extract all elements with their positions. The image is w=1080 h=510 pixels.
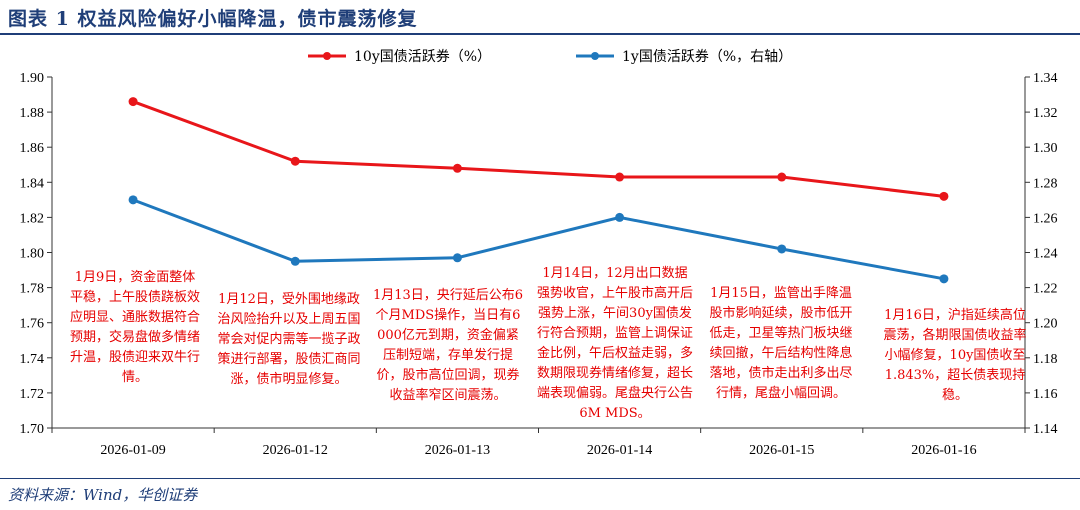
y-tick-label-right: 1.20 [1033,317,1058,332]
annotation-text: 1月15日，监管出手降温股市影响延续，股市低开低走，卫星等热门板块继续回撤，午后… [709,286,853,401]
y-tick-label-right: 1.30 [1033,141,1058,156]
y-tick-label-left: 1.84 [20,176,45,191]
y-tick-label-left: 1.76 [20,317,45,332]
y-tick-label-right: 1.34 [1033,71,1058,86]
page-title: 图表 1 权益风险偏好小幅降温，债市震荡修复 [8,8,418,30]
x-tick-label: 2026-01-09 [100,443,165,458]
data-point [939,274,949,284]
chart-series [128,97,949,284]
annotation-text: 1月14日，12月出口数据强势收官，上午股市高开后强势上涨，午间30y国债发行符… [536,266,693,421]
y-tick-label-right: 1.24 [1033,247,1058,262]
series-line [132,198,945,281]
legend-label: 10y国债活跃券（%） [354,49,491,65]
y-tick-label-left: 1.78 [20,282,45,297]
y-tick-label-left: 1.72 [20,387,45,402]
legend-label: 1y国债活跃券（%，右轴） [622,49,792,65]
x-tick-label: 2026-01-14 [587,443,652,458]
x-tick-label: 2026-01-16 [911,443,976,458]
y-tick-label-right: 1.28 [1033,176,1058,191]
footer-divider [0,478,1080,479]
annotation-text: 1月16日，沪指延续高位震荡，各期限国债收益率小幅修复，10y国债收至1.843… [883,308,1027,403]
y-tick-label-left: 1.80 [20,247,45,262]
x-tick-label: 2026-01-12 [263,443,328,458]
y-tick-label-left: 1.90 [20,71,45,86]
y-tick-label-right: 1.18 [1033,352,1058,367]
chart-legend: 10y国债活跃券（%） 1y国债活跃券（%，右轴） [308,49,792,65]
data-point [939,191,949,201]
data-point [777,172,787,182]
data-point [452,253,462,263]
y-tick-label-left: 1.88 [20,106,45,121]
annotation-text: 1月9日，资金面整体平稳，上午股债跷板效应明显、通胀数据符合预期，交易盘做多情绪… [70,270,201,385]
y-tick-label-right: 1.14 [1033,422,1058,437]
y-tick-label-left: 1.86 [20,141,45,156]
data-point [128,195,138,205]
x-tick-label: 2026-01-13 [425,443,490,458]
series-line [132,100,945,198]
data-point [615,212,625,222]
legend-swatch-marker [591,52,599,60]
title-divider [0,33,1080,35]
line-chart: 1.90 1.88 1.86 1.84 1.82 1.80 1.78 1.76 1.74 1.72… [20,49,1058,458]
y-tick-label-right: 1.32 [1033,106,1058,121]
y-tick-label-left: 1.82 [20,211,45,226]
chart-axes: 1.90 1.88 1.86 1.84 1.82 1.80 1.78 1.76 1.74 1.72… [20,71,1058,458]
data-point [290,156,300,166]
data-point [615,172,625,182]
annotation-text: 1月13日，央行延后公布6个月MDS操作，当日有6000亿元到期，资金偏紧压制短… [372,288,524,403]
data-point [452,163,462,173]
y-tick-label-left: 1.70 [20,422,45,437]
y-tick-label-right: 1.22 [1033,282,1058,297]
y-tick-label-right: 1.26 [1033,211,1058,226]
annotation-text: 1月12日，受外围地缘政治风险抬升以及上周五国常会对促内需等一揽子政策进行部署，… [217,292,361,387]
data-point [777,244,787,254]
y-tick-label-left: 1.74 [20,352,45,367]
data-point [128,97,138,107]
y-tick-label-right: 1.16 [1033,387,1058,402]
x-tick-label: 2026-01-15 [749,443,814,458]
source-note: 资料来源：Wind，华创证券 [8,486,198,504]
data-point [290,256,300,266]
legend-swatch-marker [323,52,331,60]
